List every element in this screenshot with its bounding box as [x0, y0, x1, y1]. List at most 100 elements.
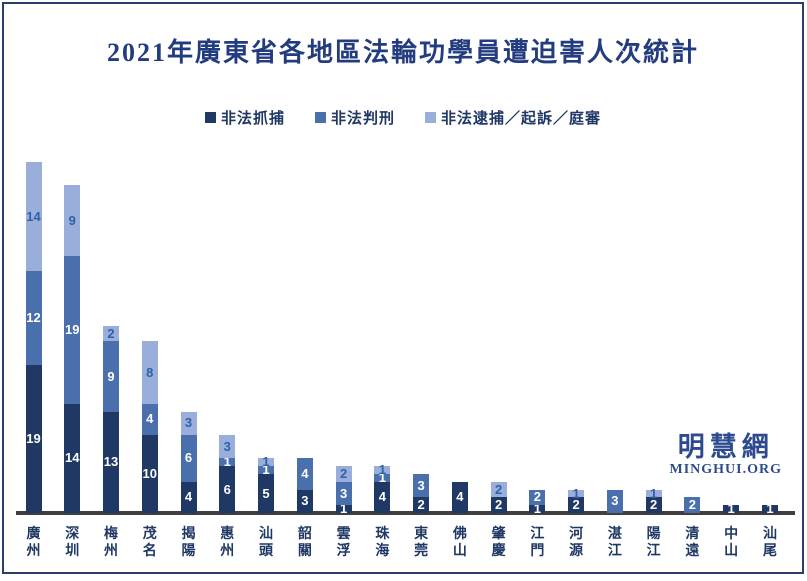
x-axis-label: 汕尾 [762, 527, 777, 559]
x-axis-label: 梅州 [104, 527, 119, 559]
bar-segment [568, 497, 585, 513]
bar-segment [25, 364, 42, 513]
legend-label: 非法判刑 [330, 111, 395, 127]
bar-segment [141, 341, 158, 404]
bar-value-label: 1 [572, 485, 580, 501]
x-axis-label: 江門 [530, 527, 545, 559]
legend-item: 非法抓捕 [204, 107, 285, 128]
bar-value-label: 6 [223, 481, 231, 497]
bar-segment [258, 474, 275, 513]
bar-value-label: 2 [339, 466, 348, 481]
bar-segment [645, 489, 662, 498]
bar-value-label: 2 [533, 489, 541, 505]
bar-value-label: 1 [262, 454, 270, 470]
bar-value-label: 5 [262, 485, 270, 501]
bar-value-label: 1 [262, 462, 270, 478]
bar-value-label: 19 [26, 430, 41, 446]
minghui-logo: 明慧網 MINGHUI.ORG [670, 432, 783, 478]
bar-segment [606, 489, 623, 513]
bar-segment [64, 185, 81, 256]
bar-segment [103, 325, 120, 342]
minghui-logo-latin: MINGHUI.ORG [669, 462, 782, 477]
bar-value-label: 19 [65, 321, 80, 337]
bar-value-label: 4 [456, 489, 464, 505]
bar-segment [568, 489, 585, 498]
x-axis-label: 惠州 [220, 527, 235, 559]
bar-value-label: 9 [68, 212, 76, 228]
bar-value-label: 2 [572, 497, 580, 513]
legend-item: 非法逮捕／起訴／庭審 [425, 107, 601, 128]
x-axis-label: 雲浮 [336, 527, 351, 559]
bar-value-label: 3 [184, 415, 193, 431]
x-axis-label: 茂名 [142, 527, 157, 559]
bar-segment [64, 403, 81, 513]
bar-value-label: 2 [494, 481, 503, 497]
bar-segment [258, 466, 275, 474]
bar-value-label: 4 [146, 411, 154, 427]
x-axis-label: 河源 [569, 527, 584, 559]
bar-value-label: 2 [688, 497, 697, 513]
bar-value-label: 13 [103, 454, 119, 470]
bar-value-label: 1 [378, 469, 386, 485]
bar-value-label: 1 [223, 454, 231, 470]
x-axis-label: 珠海 [375, 527, 390, 559]
bar-segment [723, 505, 740, 513]
bar-value-label: 4 [301, 466, 309, 481]
bar-value-label: 8 [146, 364, 154, 380]
x-axis-label: 湛江 [607, 527, 622, 559]
legend-swatch-icon [314, 112, 326, 123]
bar-value-label: 10 [142, 466, 157, 481]
bar-segment [645, 497, 662, 513]
bar-value-label: 3 [301, 493, 309, 509]
bar-segment [180, 435, 197, 482]
legend-label: 非法逮捕／起訴／庭審 [441, 111, 602, 127]
bar-segment [761, 505, 778, 513]
bar-segment [490, 481, 507, 498]
bar-value-label: 9 [107, 368, 115, 384]
x-axis-label: 廣州 [26, 527, 41, 559]
bar-segment [296, 458, 313, 490]
x-axis-label: 陽江 [646, 527, 661, 559]
bar-value-label: 1 [650, 485, 658, 501]
bar-segment [374, 481, 391, 513]
bar-segment [413, 497, 430, 513]
bar-value-label: 2 [494, 497, 503, 513]
bar-segment [180, 481, 197, 513]
bar-value-label: 1 [378, 462, 386, 478]
bar-segment [258, 458, 275, 467]
bar-segment [219, 458, 236, 467]
chart-title: 2021年廣東省各地區法輪功學員遭迫害人次統計 [106, 38, 699, 67]
legend-label: 非法抓捕 [220, 111, 285, 127]
bar-value-label: 6 [184, 450, 193, 466]
bar-segment [335, 505, 352, 513]
x-axis-label: 東莞 [414, 527, 429, 559]
x-axis-label: 汕頭 [259, 527, 274, 559]
bar-segment [180, 411, 197, 435]
bar-value-label: 2 [417, 497, 425, 513]
x-axis-label: 肇慶 [491, 527, 506, 559]
bar-segment [141, 435, 158, 513]
bar-value-label: 4 [378, 489, 386, 505]
page-frame: 2021年廣東省各地區法輪功學員遭迫害人次統計 非法抓捕 非法判刑 非法逮捕／起訴／… [2, 2, 804, 574]
bar-segment [219, 435, 236, 459]
x-axis-label: 深圳 [65, 527, 80, 559]
bar-segment [296, 489, 313, 513]
bar-value-label: 12 [26, 310, 41, 325]
bar-value-label: 1 [533, 501, 541, 517]
bar-segment [490, 497, 507, 513]
legend-swatch-icon [425, 112, 436, 123]
bar-value-label: 3 [611, 493, 619, 509]
bar-value-label: 2 [650, 497, 658, 513]
legend-item: 非法判刑 [314, 107, 395, 128]
bar-value-label: 4 [184, 489, 193, 505]
bar-value-label: 1 [339, 501, 348, 517]
x-axis-label: 揭陽 [181, 527, 196, 559]
bar-value-label: 14 [26, 208, 41, 224]
bar-segment [25, 271, 42, 365]
bar-segment [103, 411, 120, 513]
bar-segment [374, 466, 391, 474]
bar-segment [335, 466, 352, 482]
minghui-logo-cjk: 明慧網 [677, 432, 774, 462]
bar-segment [141, 403, 158, 435]
bar-segment [219, 466, 236, 513]
